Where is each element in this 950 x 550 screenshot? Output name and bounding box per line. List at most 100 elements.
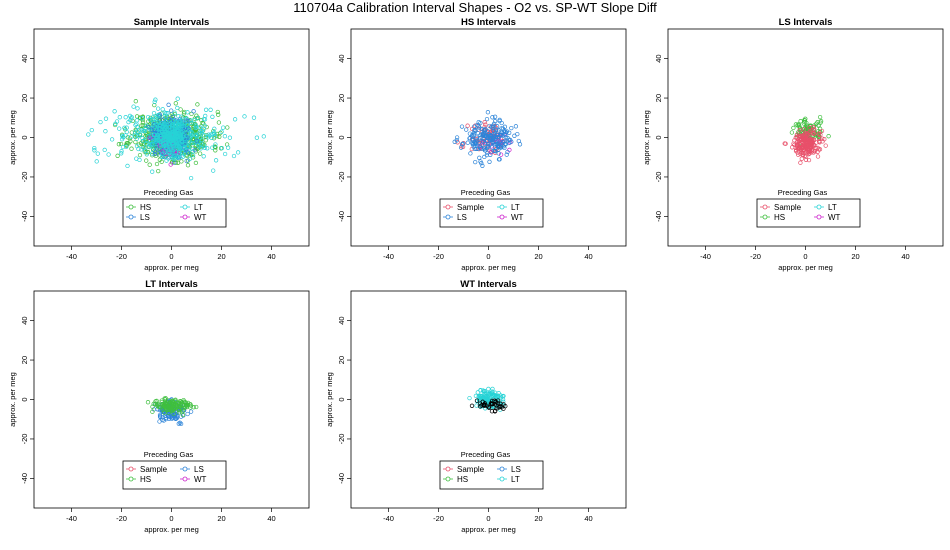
point-ls <box>482 127 488 133</box>
point-sample <box>483 122 488 127</box>
point-ls <box>485 142 490 147</box>
point-ls <box>502 138 507 144</box>
point-hs <box>126 141 131 146</box>
point-lt <box>181 146 186 151</box>
point-hs <box>150 153 155 158</box>
point-lt <box>134 156 139 161</box>
point-lt <box>179 124 184 130</box>
point-lt <box>210 132 215 137</box>
point-ls <box>473 159 478 165</box>
legend-swatch-wt <box>499 214 505 220</box>
point-ls <box>464 127 469 132</box>
point-ls <box>472 128 477 133</box>
point-lt <box>221 125 226 130</box>
point-ls <box>476 124 481 129</box>
point-lt <box>178 129 184 134</box>
y-tick-label: -40 <box>337 211 346 222</box>
point-lt <box>163 136 169 141</box>
legend-label-sample: Sample <box>457 203 485 212</box>
y-tick-label: 0 <box>654 135 663 139</box>
legend-swatch-hs <box>128 476 134 482</box>
legend-swatch-sample <box>445 204 451 210</box>
point-ls <box>492 119 498 124</box>
point-ls <box>493 141 498 146</box>
point-lt <box>188 118 193 123</box>
point-black <box>493 408 498 413</box>
x-tick-label: 20 <box>534 514 542 523</box>
point-lt <box>152 99 157 104</box>
point-hs <box>144 158 149 163</box>
legend-label-hs: HS <box>140 203 151 212</box>
point-sample <box>811 143 817 148</box>
point-lt <box>178 134 183 139</box>
y-tick-label: 20 <box>654 94 663 102</box>
y-tick-label: 0 <box>337 135 346 139</box>
point-lt <box>103 129 108 134</box>
point-hs <box>189 111 194 117</box>
point-lt <box>103 116 109 121</box>
point-lt <box>170 154 176 160</box>
point-sample <box>455 140 460 145</box>
point-black <box>480 399 485 404</box>
point-hs <box>154 161 160 167</box>
point-lt <box>139 116 145 121</box>
point-ls <box>512 133 517 138</box>
point-lt <box>119 149 124 154</box>
point-ls <box>184 158 189 164</box>
point-sample <box>808 129 813 134</box>
legend-swatch-lt <box>499 204 505 210</box>
point-ls <box>482 154 487 160</box>
point-lt <box>151 132 156 137</box>
point-ls <box>507 130 512 135</box>
point-lt <box>164 135 170 140</box>
point-lt <box>166 156 171 161</box>
point-lt <box>155 126 160 132</box>
y-tick-label: -40 <box>654 211 663 222</box>
point-ls <box>496 141 501 146</box>
point-hs <box>815 120 820 125</box>
legend-label-wt: WT <box>194 475 207 484</box>
point-lt <box>185 144 190 150</box>
point-lt <box>156 119 161 125</box>
y-axis-label: approx. per meg <box>8 372 17 427</box>
point-hs <box>184 404 189 410</box>
point-ls <box>177 116 183 122</box>
point-lt <box>151 110 157 116</box>
point-hs <box>173 160 179 165</box>
legend-label-ls: LS <box>457 213 467 222</box>
point-ls <box>185 118 191 124</box>
point-ls <box>489 125 494 130</box>
point-ls <box>504 152 509 157</box>
point-hs <box>215 109 220 115</box>
point-ls <box>488 133 493 138</box>
point-sample <box>808 136 813 141</box>
point-sample <box>783 141 788 146</box>
legend-box <box>439 460 544 490</box>
x-tick-label: 20 <box>217 252 225 261</box>
point-ls <box>146 125 151 130</box>
point-lt <box>478 388 483 393</box>
point-lt <box>112 109 117 114</box>
point-lt <box>177 119 183 124</box>
point-lt <box>117 126 122 131</box>
point-hs <box>213 148 218 153</box>
point-lt <box>162 113 168 119</box>
point-ls <box>152 151 157 157</box>
legend-swatch-lt <box>816 204 822 210</box>
point-lt <box>490 389 495 394</box>
point-hs <box>161 406 166 411</box>
legend-label-lt: LT <box>511 475 520 484</box>
point-lt <box>486 386 491 392</box>
point-lt <box>210 114 215 119</box>
point-ls <box>467 131 473 136</box>
point-sample <box>818 132 823 137</box>
point-lt <box>153 97 158 102</box>
point-ls <box>459 124 465 129</box>
point-hs <box>182 109 187 115</box>
panel-sample-intervals: Sample Intervals -40 -20 0 20 40 -40 -20 0 20 40 ap… <box>8 17 310 272</box>
point-lt <box>183 141 188 146</box>
point-lt <box>158 120 163 126</box>
point-sample <box>805 135 811 140</box>
point-hs <box>195 102 200 107</box>
point-ls <box>475 130 481 136</box>
